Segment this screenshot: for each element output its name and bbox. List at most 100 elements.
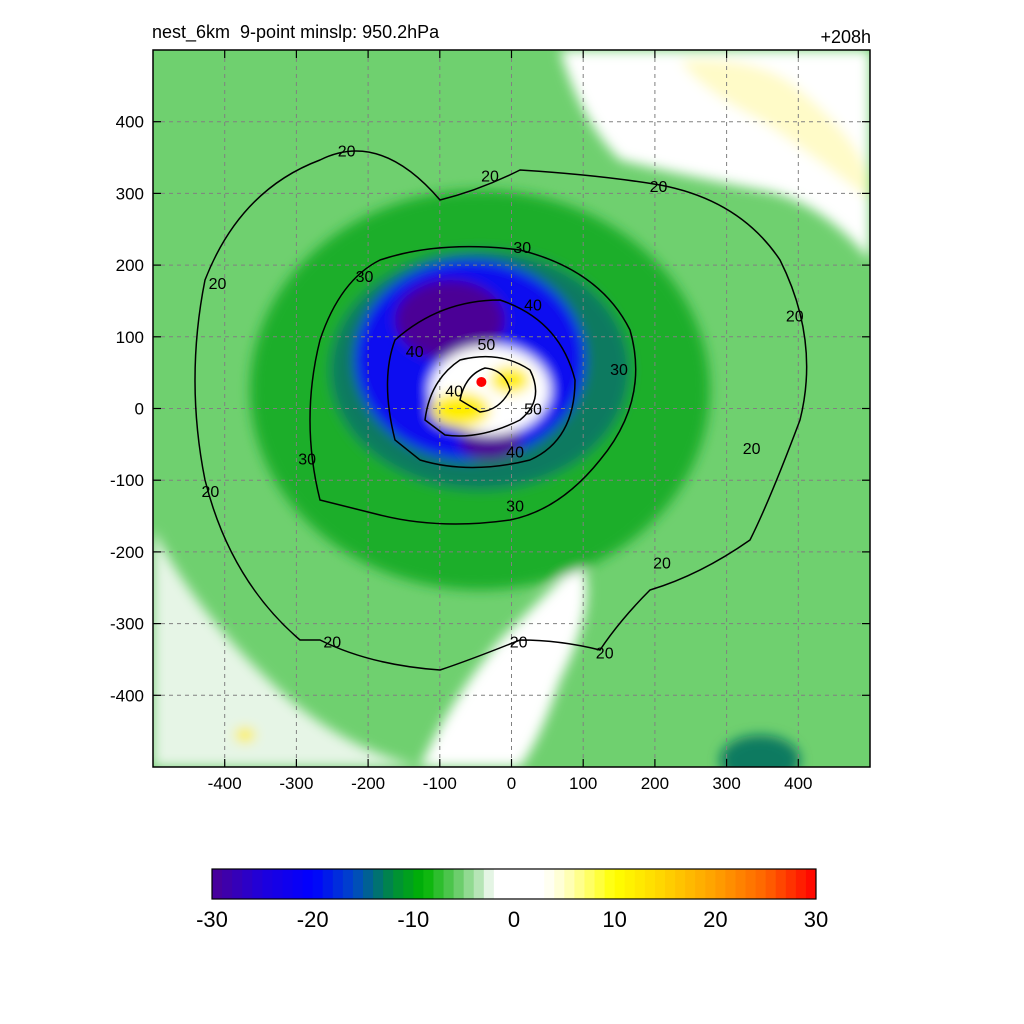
- y-tick-label: 300: [116, 184, 144, 203]
- y-tick-label: 200: [116, 256, 144, 275]
- colorbar-cell: [393, 869, 404, 899]
- bottom-right-dark: [720, 735, 800, 767]
- white-region-s: [420, 560, 587, 767]
- colorbar-cell: [342, 869, 354, 899]
- yellow-speck-sw: [235, 728, 255, 742]
- colorbar-tick-label: 10: [602, 907, 626, 932]
- colorbar-cell: [212, 869, 223, 899]
- contour-label: 20: [786, 308, 804, 325]
- colorbar-cell: [665, 869, 676, 899]
- colorbar-cell: [242, 869, 253, 899]
- colorbar-cell: [413, 869, 424, 899]
- colorbar-cell: [473, 869, 485, 899]
- yellow-region-ne: [680, 59, 870, 200]
- colorbar-cell: [624, 869, 636, 899]
- contour-label: 20: [209, 276, 227, 293]
- colorbar-cell: [463, 869, 475, 899]
- colorbar-cell: [312, 869, 324, 899]
- colorbar-cell: [282, 869, 294, 899]
- contour-50: [424, 355, 537, 437]
- contour-label: 20: [481, 168, 499, 185]
- colorbar-tick-label: -20: [297, 907, 329, 932]
- colorbar-cells: [212, 869, 817, 899]
- colorbar-cell: [252, 869, 263, 899]
- contour-20-outer: [194, 150, 808, 671]
- y-tick-label: -300: [110, 615, 144, 634]
- contour-label: 30: [298, 452, 316, 469]
- colorbar-cell: [302, 869, 314, 899]
- colorbar-cell: [765, 869, 777, 899]
- colorbar-cell: [604, 869, 616, 899]
- x-tick-label: -300: [279, 774, 313, 793]
- lead-time-label: +208h: [820, 27, 871, 47]
- contour-label: 20: [338, 143, 356, 160]
- contour-label: 20: [596, 645, 614, 662]
- colorbar-cell: [352, 869, 364, 899]
- colorbar-cell: [715, 869, 726, 899]
- contour-label: 40: [445, 384, 463, 401]
- purple-core: [395, 280, 505, 360]
- y-tick-label: 0: [135, 400, 144, 419]
- colorbar-cell: [363, 869, 374, 899]
- y-tick-label: -100: [110, 471, 144, 490]
- contour-label: 40: [406, 344, 424, 361]
- x-tick-label: -100: [423, 774, 457, 793]
- colorbar-frame: [211, 868, 817, 900]
- contour-30: [309, 245, 637, 525]
- colorbar-cell: [443, 869, 455, 899]
- colorbar-tick-label: 20: [703, 907, 727, 932]
- colorbar-cell: [594, 869, 606, 899]
- colorbar-cell: [795, 869, 807, 899]
- colorbar-cell: [483, 869, 495, 899]
- colorbar-cell: [735, 869, 747, 899]
- colorbar-cell: [332, 869, 344, 899]
- colorbar-cell: [544, 869, 555, 899]
- contour-label: 20: [653, 556, 671, 573]
- plot-title: nest_6km 9-point minslp: 950.2hPa: [152, 22, 440, 42]
- colorbar-tick-label: -30: [196, 907, 228, 932]
- colorbar: -30 -20 -10 0 10 20 30: [196, 868, 828, 932]
- colorbar-cell: [272, 869, 283, 899]
- colorbar-cell: [403, 869, 414, 899]
- colorbar-tick-label: 0: [508, 907, 520, 932]
- colorbar-cell: [453, 869, 465, 899]
- contour-label: 20: [323, 635, 341, 652]
- colorbar-cell: [292, 869, 304, 899]
- y-tick-label: 400: [116, 113, 144, 132]
- storm-center-marker: [476, 376, 487, 387]
- y-tick-label: -200: [110, 543, 144, 562]
- colorbar-cell: [383, 869, 394, 899]
- contour-label: 20: [510, 635, 528, 652]
- colorbar-cell: [524, 869, 535, 899]
- colorbar-cell: [584, 869, 596, 899]
- y-tick-label: -400: [110, 686, 144, 705]
- x-tick-label: 100: [569, 774, 597, 793]
- x-tick-label: 0: [507, 774, 516, 793]
- colorbar-cell: [222, 869, 233, 899]
- x-tick-label: 400: [784, 774, 812, 793]
- colorbar-cell: [775, 869, 787, 899]
- colorbar-cell: [695, 869, 706, 899]
- colorbar-cell: [564, 869, 575, 899]
- colorbar-cell: [554, 869, 565, 899]
- colorbar-cell: [614, 869, 626, 899]
- colorbar-cell: [574, 869, 585, 899]
- contour-label: 50: [524, 402, 542, 419]
- contour-label: 40: [524, 298, 542, 315]
- colorbar-cell: [433, 869, 445, 899]
- colorbar-tick-label: 30: [804, 907, 828, 932]
- contour-label: 50: [478, 337, 496, 354]
- colorbar-cell: [785, 869, 797, 899]
- colorbar-cell: [232, 869, 243, 899]
- colorbar-cell: [262, 869, 273, 899]
- contour-40: [386, 299, 576, 469]
- colorbar-labels: -30 -20 -10 0 10 20 30: [196, 907, 828, 932]
- contour-label: 40: [506, 445, 524, 462]
- eye-yellow: [430, 392, 490, 428]
- colorbar-cell: [373, 869, 384, 899]
- axis-ticks: -400 -300 -200 -100 0 100 200 300 400-400-300-20…: [110, 50, 870, 793]
- x-tick-label: 300: [712, 774, 740, 793]
- colorbar-cell: [514, 869, 525, 899]
- colorbar-cell: [654, 869, 666, 899]
